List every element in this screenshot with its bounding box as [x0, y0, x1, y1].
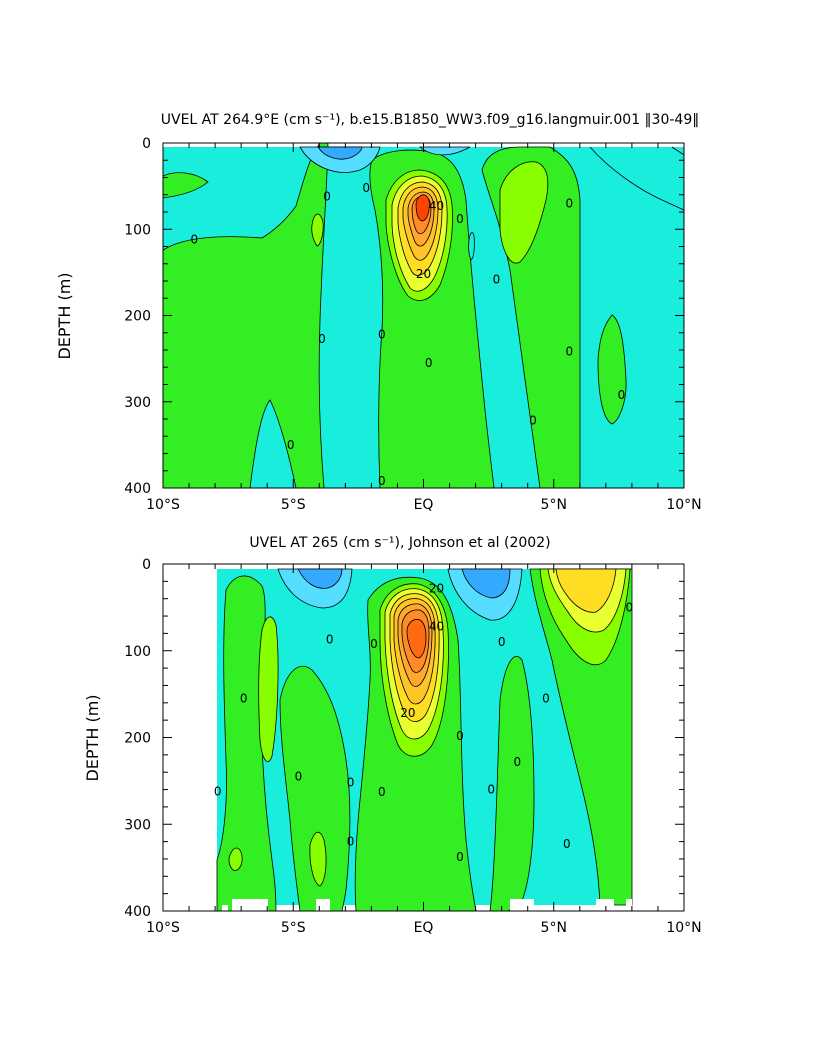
obs-contour-label: 0	[326, 632, 334, 646]
region-pos2-central-patch	[309, 831, 327, 887]
region-pos1-far-east	[597, 314, 627, 425]
obs-contour-labels: 0 0 0 0 0 0 0 0 20 40 20 0 0 0 0 0 0 0 0	[214, 581, 633, 864]
region-no-data-notch-5	[596, 899, 614, 911]
region-neg1-lens	[468, 232, 475, 261]
model-contour-label: 0	[318, 332, 326, 346]
model-y-axis-label: DEPTH (m)	[55, 272, 74, 359]
obs-contour-label: 0	[563, 837, 571, 851]
region-pos4-east-surface	[555, 568, 617, 613]
contour-line-top-2	[671, 146, 684, 156]
region-neg3-surface-east	[461, 568, 511, 599]
obs-x-tick-label: 5°N	[541, 920, 567, 936]
region-neg3-surface	[317, 146, 363, 160]
model-contour-label: 0	[425, 356, 433, 370]
region-pos1-west-tongue	[163, 172, 209, 199]
obs-x-tick-label: EQ	[414, 920, 434, 936]
region-pos2-east	[499, 161, 549, 264]
region-neg2-surface	[299, 146, 381, 173]
model-panel-title: UVEL AT 264.9°E (cm s⁻¹), b.e15.B1850_WW…	[161, 112, 699, 128]
region-pos1-central-west	[279, 665, 351, 911]
model-contour-label: 0	[566, 345, 574, 359]
model-contour-labels: 0 0 0 0 0 0 0 40 20 0 0 0 0 0 0 0	[190, 181, 625, 488]
region-pos1-east-mid	[489, 656, 535, 911]
model-y-tick-label: 300	[124, 395, 151, 411]
obs-contour-label: 0	[456, 729, 464, 743]
obs-contour-label: 0	[542, 691, 550, 705]
model-contour-label: 0	[618, 388, 626, 402]
obs-contour-label: 0	[214, 784, 222, 798]
region-no-data-notch-1	[222, 905, 228, 911]
obs-x-tick-label: 10°N	[666, 920, 701, 936]
model-contour-label: 0	[323, 189, 331, 203]
model-contour-label: 40	[429, 199, 444, 213]
region-pos2-west-patch	[258, 616, 279, 762]
region-pos8-euc	[406, 619, 427, 659]
model-x-tick-label: 5°S	[281, 497, 306, 513]
obs-contour-label: 20	[429, 581, 444, 595]
obs-contour-label: 0	[487, 783, 495, 797]
obs-contour-label: 0	[347, 776, 355, 790]
obs-contour-label: 0	[513, 755, 521, 769]
model-y-tick-label: 0	[142, 136, 151, 152]
model-contour-label: 0	[529, 414, 537, 428]
obs-y-tick-label: 300	[124, 817, 151, 833]
region-no-data-notch-2	[232, 899, 268, 911]
region-pos2-far-west-patch	[228, 847, 243, 871]
obs-y-tick-label: 200	[124, 731, 151, 747]
model-contour-label: 0	[362, 181, 370, 195]
obs-x-tick-label: 5°S	[281, 920, 306, 936]
model-contour-label: 20	[416, 267, 431, 281]
model-contour-label: 0	[456, 212, 464, 226]
obs-contour-label: 0	[295, 770, 303, 784]
region-no-data-notch-3	[316, 899, 330, 911]
obs-contour-label: 0	[370, 637, 378, 651]
obs-contour-label: 20	[400, 706, 415, 720]
obs-y-tick-label: 400	[124, 904, 151, 920]
obs-contour-label: 40	[429, 619, 444, 633]
region-pos2-west-patch	[311, 213, 324, 247]
model-contour-label: 0	[287, 438, 295, 452]
obs-y-tick-label: 100	[124, 644, 151, 660]
model-y-tick-label: 100	[124, 222, 151, 238]
obs-contour-label: 0	[625, 600, 633, 614]
model-x-tick-label: 10°N	[666, 497, 701, 513]
model-y-tick-label: 400	[124, 481, 151, 497]
region-neg3-surface-west	[297, 568, 343, 589]
model-contour-label: 0	[566, 196, 574, 210]
obs-panel: UVEL AT 265 (cm s⁻¹), Johnson et al (200…	[83, 535, 702, 936]
obs-contour-label: 0	[456, 850, 464, 864]
model-y-tick-label: 200	[124, 309, 151, 325]
obs-contour-label: 0	[378, 785, 386, 799]
model-contour-label: 0	[190, 233, 198, 247]
region-no-data-notch-4	[510, 899, 534, 911]
model-x-tick-label: 10°S	[146, 497, 180, 513]
region-no-data-notch-6	[626, 899, 632, 911]
model-panel: UVEL AT 264.9°E (cm s⁻¹), b.e15.B1850_WW…	[55, 112, 702, 513]
obs-contour-label: 0	[347, 835, 355, 849]
obs-panel-title: UVEL AT 265 (cm s⁻¹), Johnson et al (200…	[249, 535, 550, 551]
contour-line-top-1	[589, 146, 684, 211]
obs-y-axis-label: DEPTH (m)	[83, 694, 102, 781]
model-contour-label: 0	[493, 272, 501, 286]
model-contour-label: 0	[378, 327, 386, 341]
model-contour-field	[163, 143, 684, 488]
obs-contour-label: 0	[498, 635, 506, 649]
model-contour-label: 0	[378, 474, 386, 488]
obs-y-tick-label: 0	[142, 557, 151, 573]
obs-x-tick-label: 10°S	[146, 920, 180, 936]
model-x-tick-label: EQ	[414, 497, 434, 513]
region-pos1-west	[163, 143, 329, 488]
model-x-tick-label: 5°N	[541, 497, 567, 513]
region-pos9-euc-core	[415, 194, 430, 222]
obs-contour-label: 0	[240, 691, 248, 705]
obs-contour-field	[163, 564, 684, 911]
